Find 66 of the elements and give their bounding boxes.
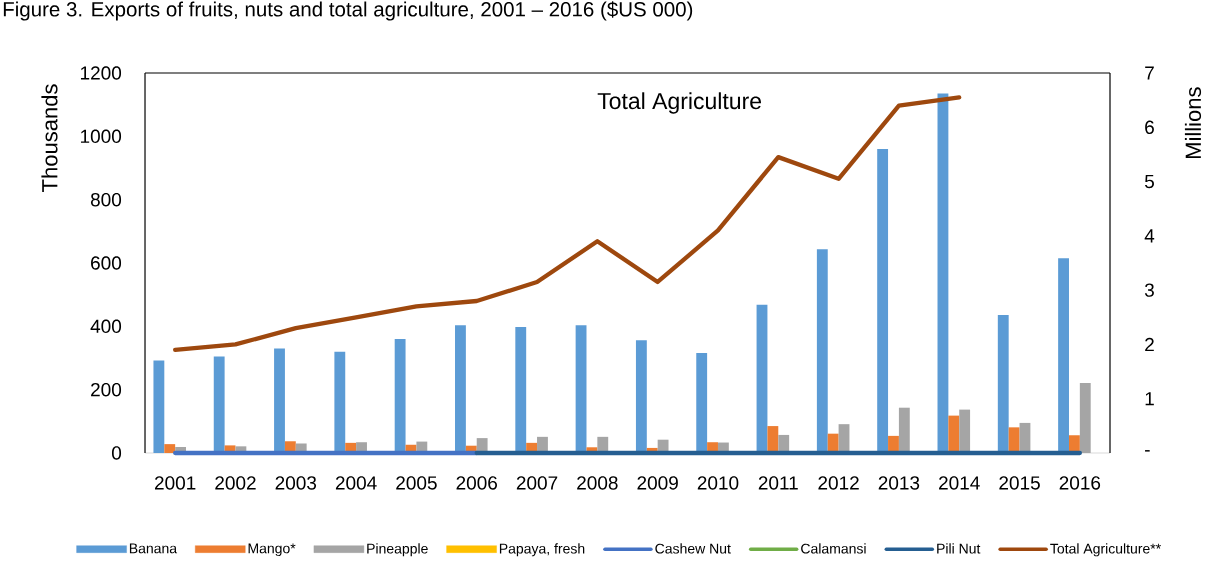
bar xyxy=(455,325,466,453)
y2-tick-label: 2 xyxy=(1145,337,1154,352)
x-tick-label: 2007 xyxy=(516,476,558,490)
bar xyxy=(937,93,949,453)
bar xyxy=(164,444,176,453)
bar xyxy=(1008,427,1020,453)
bar xyxy=(515,326,527,453)
y-axis-title: Thousands xyxy=(41,84,58,192)
x-tick-label: 2008 xyxy=(577,476,618,490)
legend-label: Pili Nut xyxy=(937,543,981,554)
bar xyxy=(274,348,285,453)
bar xyxy=(153,360,165,453)
y2-tick-label: 1 xyxy=(1145,392,1154,406)
legend-label: Papaya, fresh xyxy=(499,543,585,557)
x-tick-label: 2013 xyxy=(878,476,920,490)
legend-label: Pineapple xyxy=(367,543,428,557)
y-tick-label: 1000 xyxy=(80,129,122,144)
x-tick-label: 2014 xyxy=(939,476,980,490)
annotation: Total Agriculture xyxy=(597,92,762,114)
bar xyxy=(997,314,1009,453)
legend-label: Total Agriculture** xyxy=(1050,543,1161,557)
bar xyxy=(877,148,889,453)
x-tick-label: 2009 xyxy=(637,476,678,490)
bar xyxy=(948,415,960,453)
y-tick-label: 600 xyxy=(91,256,122,270)
x-tick-label: 2002 xyxy=(215,476,256,490)
bar xyxy=(1079,383,1091,453)
x-tick-label: 2015 xyxy=(999,476,1040,490)
y-tick-label: 200 xyxy=(91,382,122,397)
bar xyxy=(696,352,708,453)
x-tick-label: 2001 xyxy=(154,476,196,490)
x-tick-label: 2012 xyxy=(818,476,859,490)
y-tick-label: 1200 xyxy=(80,66,122,80)
legend-label: Calamansi xyxy=(801,543,866,554)
legend-label: Banana xyxy=(129,543,178,554)
legend-label: Mango* xyxy=(248,543,296,557)
x-tick-label: 2003 xyxy=(275,476,317,490)
bar xyxy=(213,356,225,453)
y2-tick-label: 5 xyxy=(1144,174,1154,189)
bar xyxy=(334,351,346,453)
y2-tick-label: - xyxy=(1145,450,1150,452)
y2-tick-label: 3 xyxy=(1144,283,1154,297)
y2-axis-title: Millions xyxy=(1184,87,1202,159)
x-tick-label: 2004 xyxy=(335,476,377,490)
x-tick-label: 2006 xyxy=(456,476,498,490)
x-tick-label: 2010 xyxy=(697,476,739,490)
bar xyxy=(756,304,768,453)
bar xyxy=(394,338,406,453)
x-tick-label: 2016 xyxy=(1059,476,1101,490)
chart-title: Figure 3. Exports of fruits, nuts and total agriculture, 2001 – 2016 ($US 000) xyxy=(3,1,693,21)
y2-tick-label: 7 xyxy=(1145,66,1154,80)
x-tick-label: 2005 xyxy=(396,476,437,490)
bar xyxy=(898,407,910,453)
bar xyxy=(575,325,587,453)
bar xyxy=(635,340,647,453)
bar xyxy=(959,409,971,453)
x-tick-label: 2011 xyxy=(758,476,798,490)
legend-label: Cashew Nut xyxy=(655,543,731,554)
y-tick-label: 800 xyxy=(90,192,122,207)
bar xyxy=(767,426,779,453)
bar xyxy=(1058,258,1069,453)
y-tick-label: 400 xyxy=(90,319,122,334)
y2-tick-label: 4 xyxy=(1144,229,1155,243)
bar xyxy=(816,249,828,453)
y-tick-label: 0 xyxy=(111,446,122,460)
y2-tick-label: 6 xyxy=(1145,120,1154,135)
